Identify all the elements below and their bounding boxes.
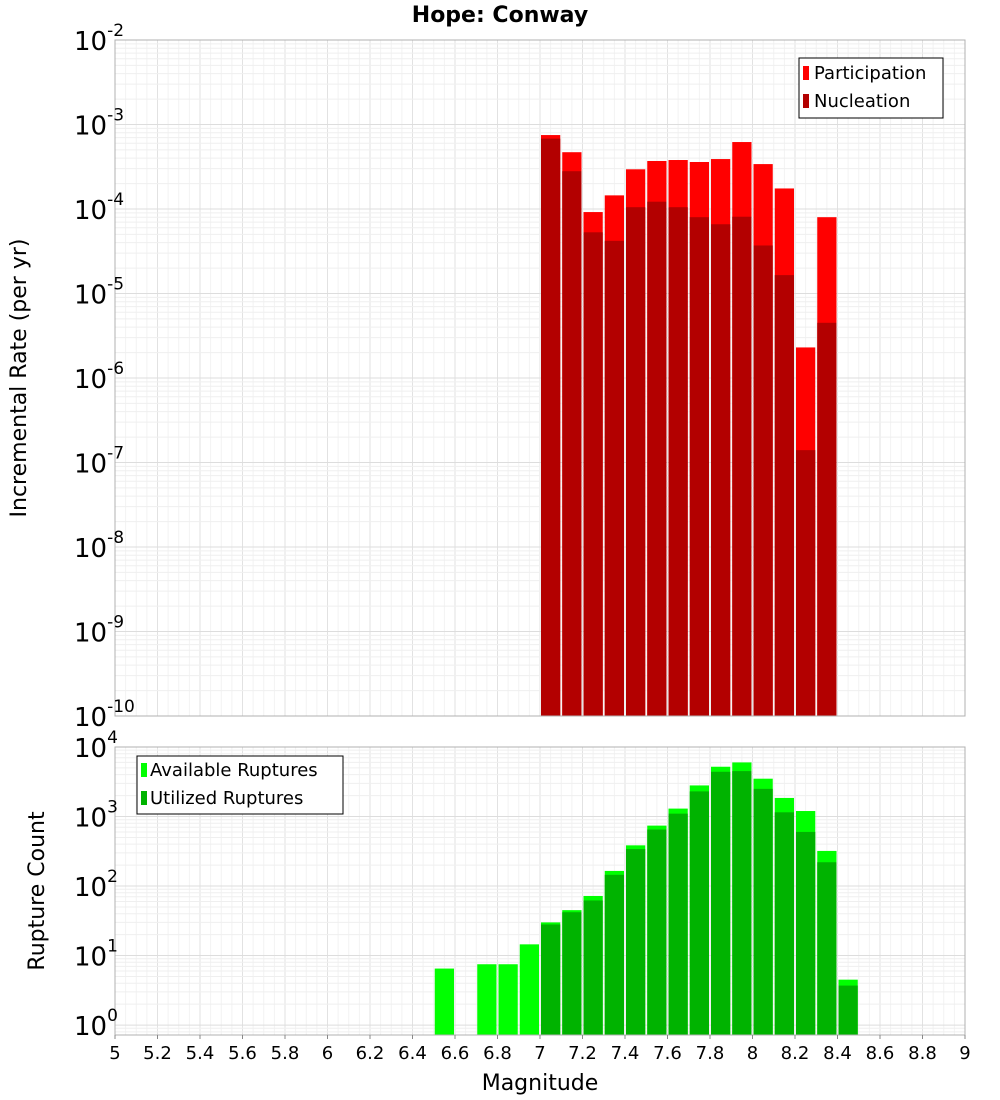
participation-swatch <box>803 66 809 80</box>
rate-y-tick-label: 10-8 <box>74 528 124 564</box>
count-bar-series-2 <box>774 812 794 1035</box>
count-bar-series-2 <box>732 771 752 1035</box>
nucleation-swatch <box>803 94 809 108</box>
rate-y-axis-label: Incremental Rate (per yr) <box>7 239 32 518</box>
rate-y-tick-labels: 10-2 10-3 10-4 10-5 10-6 10-7 10-8 10-9 10-10 <box>74 21 135 733</box>
rate-bar-series-2 <box>774 275 794 716</box>
rate-grid <box>114 39 966 717</box>
x-axis-label: Magnitude <box>482 1071 599 1096</box>
count-bar-series-1 <box>498 964 518 1035</box>
x-tick-label: 8 <box>747 1043 758 1064</box>
rate-bar-series-2 <box>711 224 731 716</box>
available-swatch <box>141 763 147 777</box>
count-bar-series-2 <box>838 985 858 1035</box>
x-tick-label: 7.2 <box>568 1043 597 1064</box>
x-tick-label: 8.2 <box>781 1043 810 1064</box>
count-bar-series-2 <box>647 829 667 1035</box>
count-y-tick-label: 100 <box>74 1006 118 1042</box>
x-tick-label: 6.8 <box>483 1043 512 1064</box>
x-tick-label: 5.4 <box>186 1043 215 1064</box>
rate-bar-series-2 <box>583 232 603 716</box>
rate-legend: Participation Nucleation <box>798 57 944 119</box>
rate-bar-series-2 <box>817 322 837 716</box>
rate-panel: 10-2 10-3 10-4 10-5 10-6 10-7 10-8 10-9 10-10 In… <box>7 21 966 733</box>
rate-bar-series-2 <box>562 171 582 716</box>
rate-y-tick-label: 10-3 <box>74 106 124 142</box>
rate-y-tick-label: 10-10 <box>74 697 135 733</box>
rate-y-tick-label: 10-9 <box>74 613 124 649</box>
count-bar-series-2 <box>753 788 773 1035</box>
count-bar-series-2 <box>689 791 709 1035</box>
x-tick-label: 7 <box>534 1043 545 1064</box>
x-tick-label: 5.2 <box>143 1043 172 1064</box>
count-bar-series-2 <box>604 874 624 1035</box>
rate-bar-series-2 <box>668 207 688 716</box>
x-tick-label: 8.6 <box>866 1043 895 1064</box>
count-y-tick-labels: 104 103 102 101 100 <box>74 728 118 1042</box>
rate-legend-box <box>798 57 944 119</box>
count-bar-series-1 <box>477 964 497 1035</box>
count-bars <box>434 762 858 1035</box>
count-bar-series-2 <box>626 849 646 1035</box>
count-bar-series-2 <box>562 912 582 1035</box>
count-bar-series-2 <box>668 813 688 1035</box>
count-legend: Available Ruptures Utilized Ruptures <box>136 755 344 815</box>
x-tick-label: 9 <box>959 1043 970 1064</box>
rate-plot-frame <box>114 39 966 717</box>
nucleation-legend-label: Nucleation <box>814 91 910 112</box>
chart-title: Hope: Conway <box>412 3 588 28</box>
rate-y-tick-label: 10-2 <box>74 21 124 57</box>
x-tick-label: 5.8 <box>271 1043 300 1064</box>
x-tick-label: 7.8 <box>696 1043 725 1064</box>
count-y-tick-label: 102 <box>74 867 118 903</box>
rate-bar-series-2 <box>541 138 561 716</box>
rate-y-tick-label: 10-7 <box>74 444 124 480</box>
rate-bar-series-2 <box>626 207 646 716</box>
count-bar-series-1 <box>519 944 539 1035</box>
count-bar-series-2 <box>541 924 561 1035</box>
x-tick-label: 8.4 <box>823 1043 852 1064</box>
x-tick-label: 8.8 <box>908 1043 937 1064</box>
x-tick-label: 5.6 <box>228 1043 257 1064</box>
rate-y-tick-label: 10-6 <box>74 359 124 395</box>
x-tick-label: 7.4 <box>611 1043 640 1064</box>
count-panel: 104 103 102 101 100 Rupture Count Available … <box>25 728 971 1096</box>
utilized-legend-label: Utilized Ruptures <box>150 788 303 809</box>
x-tick-label: 5 <box>109 1043 120 1064</box>
rate-bar-series-2 <box>647 201 667 717</box>
count-y-tick-label: 104 <box>74 728 118 764</box>
rate-bar-series-2 <box>732 216 752 716</box>
rate-bar-series-2 <box>689 217 709 716</box>
rate-bar-series-2 <box>796 450 816 716</box>
x-tick-label: 6 <box>322 1043 333 1064</box>
count-bar-series-2 <box>711 771 731 1035</box>
x-tick-label: 6.6 <box>441 1043 470 1064</box>
rate-y-tick-label: 10-4 <box>74 190 124 226</box>
x-tick-label: 6.4 <box>398 1043 427 1064</box>
count-bar-series-2 <box>817 862 837 1035</box>
x-tick-labels: 5 5.2 5.4 5.6 5.8 6 6.2 6.4 6.6 6.8 7 7.2 7.4 7.6 7.8 8… <box>109 1035 971 1064</box>
available-legend-label: Available Ruptures <box>150 760 318 781</box>
utilized-swatch <box>141 791 147 805</box>
count-bar-series-2 <box>796 831 816 1035</box>
x-tick-label: 7.6 <box>653 1043 682 1064</box>
count-y-tick-label: 101 <box>74 937 118 973</box>
count-bar-series-1 <box>434 968 454 1035</box>
count-bar-series-2 <box>583 900 603 1035</box>
rate-bar-series-2 <box>604 240 624 716</box>
count-y-axis-label: Rupture Count <box>25 811 50 971</box>
rate-bar-series-2 <box>753 245 773 717</box>
count-legend-box <box>136 755 344 815</box>
rate-bars <box>541 135 837 717</box>
count-y-tick-label: 103 <box>74 798 118 834</box>
x-tick-label: 6.2 <box>356 1043 385 1064</box>
rate-y-tick-label: 10-5 <box>74 275 124 311</box>
participation-legend-label: Participation <box>814 63 926 84</box>
